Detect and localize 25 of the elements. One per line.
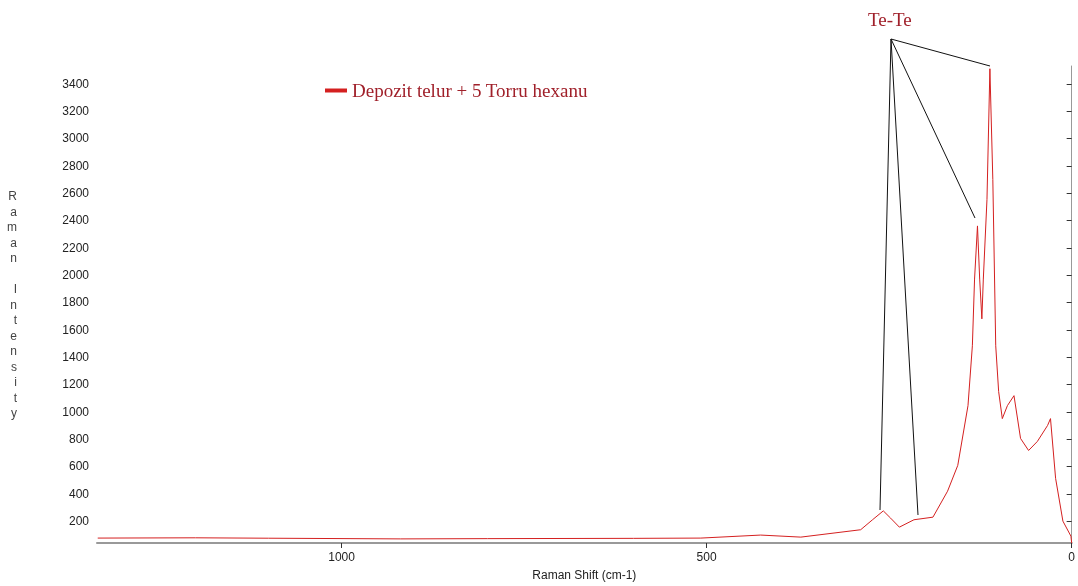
text: Te-Te: [868, 9, 912, 30]
y-tick-label: 2400: [62, 213, 90, 228]
y-tick-label: 3000: [62, 131, 90, 146]
y-tick-label: 1400: [62, 350, 90, 365]
legend-label: Depozit telur + 5 Torru hexanu: [352, 80, 588, 101]
x-axis-title: Raman Shift (cm-1): [532, 568, 637, 582]
y-tick-label: 3200: [62, 104, 90, 119]
y-tick-label: 800: [68, 432, 90, 447]
y-tick-label: 2800: [62, 158, 90, 173]
x-tick-label: 1000: [328, 550, 356, 564]
y-tick-label: 1800: [62, 295, 90, 310]
y-tick-label: 600: [68, 459, 90, 474]
y-tick-label: 2600: [62, 186, 90, 201]
x-tick-label: 0: [1068, 550, 1076, 564]
y-tick-label: 200: [68, 514, 90, 529]
x-tick-label: 500: [696, 550, 717, 564]
y-tick-label: 2200: [62, 240, 90, 255]
y-tick-label: 1000: [62, 404, 90, 419]
y-tick-label: 1600: [62, 322, 90, 337]
y-tick-label: 2000: [62, 268, 90, 283]
y-tick-label: 3400: [62, 76, 90, 91]
y-tick-label: 400: [68, 486, 90, 501]
text: Raman Intensity: [7, 189, 17, 420]
y-tick-label: 1200: [62, 377, 90, 392]
line-series: [97, 68, 1073, 544]
